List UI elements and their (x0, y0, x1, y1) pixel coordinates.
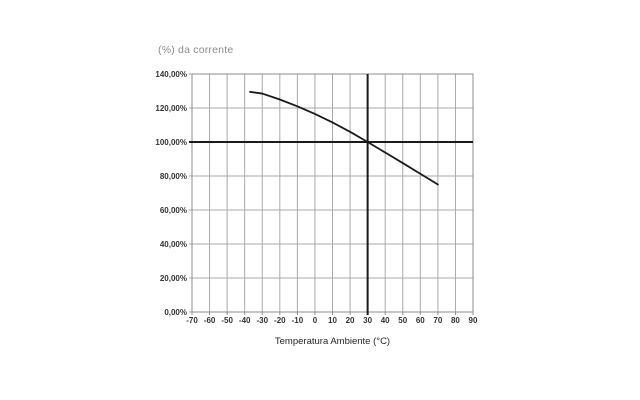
x-tick-label: 50 (398, 316, 407, 325)
y-tick-label: 120,00% (155, 104, 187, 113)
x-tick-label: 70 (433, 316, 442, 325)
y-tick-label: 20,00% (160, 274, 187, 283)
y-tick-label: 0,00% (164, 308, 187, 317)
x-tick-label: 20 (346, 316, 355, 325)
y-tick-label: 100,00% (155, 138, 187, 147)
chart-title: (%) da corrente (158, 44, 234, 56)
x-tick-label: -30 (256, 316, 268, 325)
x-tick-label: 10 (328, 316, 337, 325)
x-tick-label: 0 (313, 316, 318, 325)
x-tick-label: -60 (204, 316, 216, 325)
data-series-line (249, 90, 439, 186)
y-tick-label: 40,00% (160, 240, 187, 249)
y-tick-label: 140,00% (155, 70, 187, 79)
x-tick-label: -50 (221, 316, 233, 325)
x-tick-label: 40 (381, 316, 390, 325)
x-axis-title: Temperatura Ambiente (°C) (274, 336, 391, 347)
y-tick-label: 60,00% (160, 206, 187, 215)
x-tick-label: -10 (292, 316, 304, 325)
x-tick-label: 90 (469, 316, 478, 325)
x-tick-label: -20 (274, 316, 286, 325)
x-tick-label: -40 (239, 316, 251, 325)
plot-border (191, 73, 474, 313)
x-tick-label: 80 (451, 316, 460, 325)
x-tick-label: 60 (416, 316, 425, 325)
x-tick-label: 30 (363, 316, 372, 325)
y-tick-label: 80,00% (160, 172, 187, 181)
x-tick-label: -70 (186, 316, 198, 325)
